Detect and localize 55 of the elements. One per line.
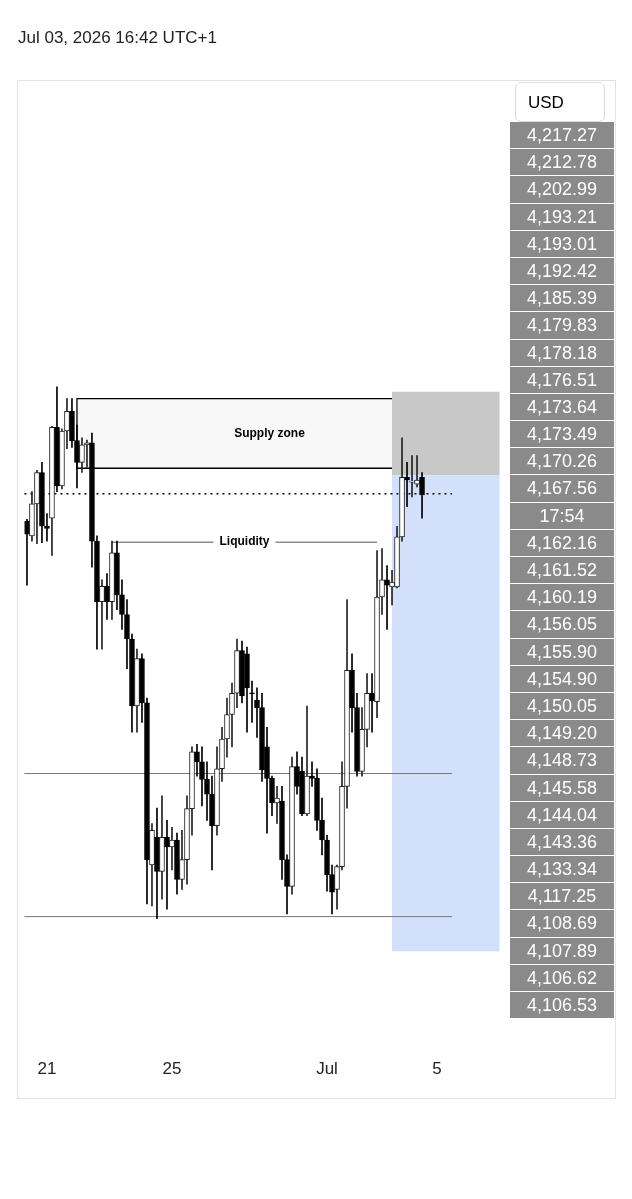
text: 4,107.89 — [510, 937, 614, 965]
candlestick — [384, 565, 390, 630]
text: 4,133.34 — [510, 856, 614, 884]
text: 4,149.20 — [510, 720, 614, 748]
text: 4,148.73 — [510, 747, 614, 775]
candlestick — [379, 548, 385, 615]
text: 4,193.21 — [510, 203, 614, 231]
text: 4,193.01 — [510, 230, 614, 258]
candlestick — [99, 579, 105, 650]
band-label: Supply zone — [234, 425, 306, 440]
text: 4,108.69 — [510, 910, 614, 938]
text: USD — [515, 82, 605, 122]
x-tick-label: 21 — [37, 1059, 57, 1079]
candlestick — [164, 820, 170, 910]
candlestick — [274, 785, 280, 824]
text: 4,170.26 — [510, 448, 614, 476]
candlestick — [24, 518, 30, 586]
text: 4,106.53 — [510, 992, 614, 1020]
text: 4,161.52 — [510, 557, 614, 585]
text: 4,106.62 — [510, 964, 614, 992]
chart-title: Jul 03, 2026 16:42 UTC+1 — [18, 28, 217, 48]
text: 4,179.83 — [510, 312, 614, 340]
text: 4,156.05 — [510, 611, 614, 639]
text: 4,185.39 — [510, 285, 614, 313]
text: 4,176.51 — [510, 366, 614, 394]
text: 4,145.58 — [510, 774, 614, 802]
candlestick — [369, 673, 375, 733]
text: 4,117.25 — [510, 883, 614, 911]
text: 17:54 — [510, 502, 614, 530]
candlestick — [44, 513, 50, 542]
text: 4,154.90 — [510, 665, 614, 693]
text: 4,178.18 — [510, 339, 614, 367]
candlestick — [254, 687, 260, 738]
candlestick — [169, 826, 175, 871]
text: 4,173.64 — [510, 393, 614, 422]
x-tick-label: 25 — [162, 1059, 182, 1079]
text: 4,212.78 — [510, 149, 614, 177]
candlestick — [309, 761, 315, 787]
candlestick — [409, 455, 415, 498]
ref-line-label: Liquidity — [219, 534, 270, 549]
text: 4,167.56 — [510, 475, 614, 503]
text: 4,162.16 — [510, 529, 614, 557]
text: 4,173.49 — [510, 421, 614, 449]
text: 4,202.99 — [510, 176, 614, 204]
text: 4,192.42 — [510, 257, 614, 286]
text: 4,143.36 — [510, 828, 614, 857]
x-tick-label: 5 — [432, 1059, 442, 1079]
text: 4,144.04 — [510, 801, 614, 829]
candlestick — [414, 455, 420, 488]
text: 4,150.05 — [510, 692, 614, 721]
x-tick-label: Jul — [316, 1059, 338, 1079]
text: 4,217.27 — [510, 122, 614, 150]
text: 4,160.19 — [510, 584, 614, 612]
candlestick — [249, 680, 255, 723]
text: 4,155.90 — [510, 638, 614, 666]
